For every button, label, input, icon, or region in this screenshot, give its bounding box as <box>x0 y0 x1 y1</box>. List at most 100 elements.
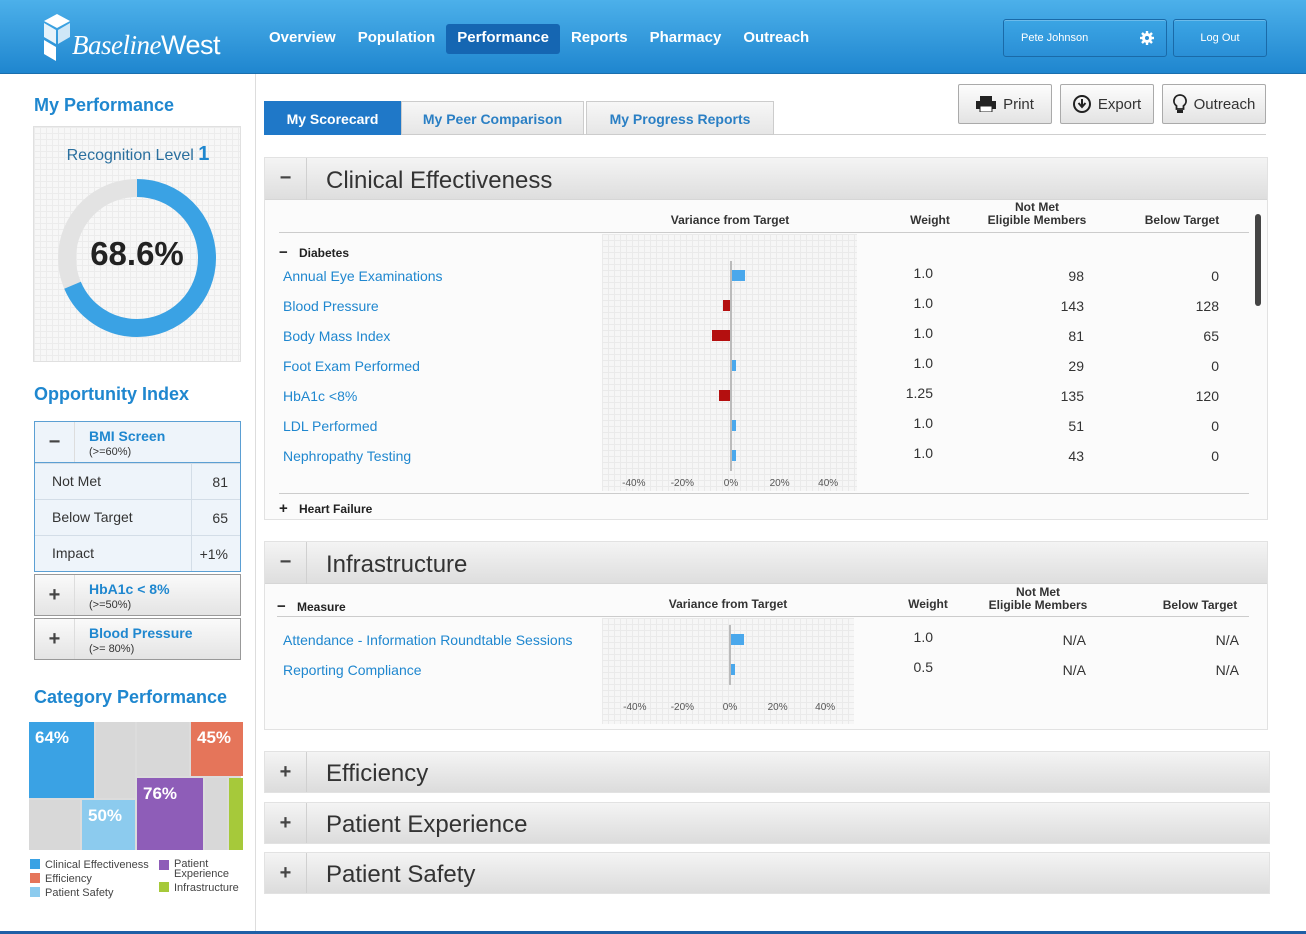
user-menu[interactable]: Pete Johnson <box>1003 19 1167 57</box>
section-patient-safety[interactable]: + Patient Safety <box>264 852 1270 894</box>
measure-link[interactable]: Attendance - Information Roundtable Sess… <box>283 632 573 648</box>
nav-reports[interactable]: Reports <box>570 29 628 46</box>
variance-bar[interactable] <box>712 330 730 341</box>
treemap-patient-safety[interactable]: 50% <box>82 800 135 850</box>
col-weight: Weight <box>908 597 948 611</box>
variance-bar[interactable] <box>731 420 736 431</box>
axis-tick-label: 0% <box>722 702 738 713</box>
below-target-value: 0 <box>1211 418 1219 434</box>
expand-icon[interactable]: + <box>265 752 307 792</box>
variance-bar[interactable] <box>718 390 730 401</box>
section-scrollbar[interactable] <box>1255 214 1261 306</box>
col-not-met: Not Met Eligible Members <box>988 585 1088 612</box>
nav-overview[interactable]: Overview <box>269 29 336 46</box>
table-row: HbA1c <8% 1.25 135 120 <box>265 381 1269 411</box>
section-header[interactable]: − Clinical Effectiveness <box>265 158 1267 200</box>
download-icon <box>1072 95 1091 113</box>
main-nav: Overview Population Performance Reports … <box>258 24 820 54</box>
variance-bar[interactable] <box>730 664 735 675</box>
expand-icon[interactable]: + <box>265 803 307 843</box>
tab-my-scorecard[interactable]: My Scorecard <box>264 101 401 135</box>
section-patient-experience[interactable]: + Patient Experience <box>264 802 1270 844</box>
collapse-icon[interactable]: − <box>35 422 75 462</box>
variance-bar[interactable] <box>731 450 736 461</box>
variance-bar[interactable] <box>731 270 745 281</box>
print-button[interactable]: Print <box>958 84 1052 124</box>
opportunity-list: − BMI Screen (>=60%) Not Met 81 Below Tar… <box>34 421 241 660</box>
measure-link[interactable]: LDL Performed <box>283 418 378 434</box>
group-measure[interactable]: − Measure <box>277 598 346 615</box>
logo[interactable]: BaselineWest <box>40 12 240 64</box>
not-met-value: 143 <box>1060 298 1084 314</box>
opportunity-blood-pressure[interactable]: + Blood Pressure (>= 80%) <box>34 618 241 660</box>
nav-outreach[interactable]: Outreach <box>743 29 810 46</box>
zero-axis-line <box>729 625 731 685</box>
table-row: Attendance - Information Roundtable Sess… <box>265 625 1269 655</box>
row-value: 65 <box>212 509 228 526</box>
nav-performance[interactable]: Performance <box>446 24 560 54</box>
treemap-clinical[interactable]: 64% <box>29 722 94 798</box>
opportunity-bmi-screen[interactable]: − BMI Screen (>=60%) <box>34 421 241 463</box>
treemap-infrastructure[interactable] <box>229 778 243 850</box>
measure-link[interactable]: Annual Eye Examinations <box>283 268 443 284</box>
table-row: Not Met 81 <box>35 463 240 499</box>
collapse-icon[interactable]: − <box>265 542 307 584</box>
export-button[interactable]: Export <box>1060 84 1154 124</box>
legend-swatch <box>30 859 40 869</box>
logout-button[interactable]: Log Out <box>1173 19 1267 57</box>
nav-pharmacy[interactable]: Pharmacy <box>649 29 722 46</box>
recognition-level-value: 1 <box>198 143 210 165</box>
expand-icon[interactable]: + <box>279 500 288 517</box>
measure-link[interactable]: Body Mass Index <box>283 328 391 344</box>
measure-link[interactable]: Reporting Compliance <box>283 662 422 678</box>
not-met-value: 43 <box>1068 448 1084 464</box>
variance-bar[interactable] <box>731 360 736 371</box>
tab-progress-reports[interactable]: My Progress Reports <box>586 101 774 135</box>
expand-icon[interactable]: + <box>265 853 307 893</box>
opportunity-hba1c[interactable]: + HbA1c < 8% (>=50%) <box>34 574 241 616</box>
axis-tick-label: -40% <box>623 702 647 713</box>
variance-chart-bg <box>602 618 854 724</box>
measure-link[interactable]: Blood Pressure <box>283 298 379 314</box>
nav-population[interactable]: Population <box>357 29 436 46</box>
not-met-value: 81 <box>1068 328 1084 344</box>
export-label: Export <box>1097 95 1142 113</box>
row-label: Below Target <box>35 500 192 535</box>
variance-bar[interactable] <box>723 300 730 311</box>
expand-icon[interactable]: + <box>35 619 75 659</box>
table-row: LDL Performed 1.0 51 0 <box>265 411 1269 441</box>
treemap-patient-experience[interactable]: 76% <box>137 778 203 850</box>
group-diabetes[interactable]: − Diabetes <box>279 244 350 261</box>
col-below-target: Below Target <box>1162 598 1238 612</box>
measure-link[interactable]: Nephropathy Testing <box>283 448 412 464</box>
outreach-label: Outreach <box>1193 95 1256 113</box>
main-content: My Scorecard My Peer Comparison My Progr… <box>256 74 1306 934</box>
collapse-icon[interactable]: − <box>277 598 286 615</box>
collapse-icon[interactable]: − <box>265 158 307 200</box>
row-label: Impact <box>35 536 192 571</box>
section-header[interactable]: − Infrastructure <box>265 542 1267 584</box>
treemap-efficiency[interactable]: 45% <box>191 722 243 776</box>
variance-bar[interactable] <box>730 634 744 645</box>
category-performance-title: Category Performance <box>34 687 228 707</box>
section-efficiency[interactable]: + Efficiency <box>264 751 1270 793</box>
tab-peer-comparison[interactable]: My Peer Comparison <box>401 101 584 135</box>
weight-value: 1.0 <box>913 265 933 281</box>
axis-tick-label: 20% <box>767 702 788 713</box>
measure-link[interactable]: HbA1c <8% <box>283 388 358 404</box>
collapse-icon[interactable]: − <box>279 244 288 261</box>
not-met-value: 51 <box>1068 418 1084 434</box>
weight-value: 1.0 <box>913 629 933 645</box>
expand-icon[interactable]: + <box>35 575 75 615</box>
measure-link[interactable]: Foot Exam Performed <box>283 358 420 374</box>
legend-swatch <box>30 887 40 897</box>
legend-swatch <box>159 882 169 892</box>
weight-value: 1.0 <box>913 445 933 461</box>
table-row: Blood Pressure 1.0 143 128 <box>265 291 1269 321</box>
group-heart-failure[interactable]: + Heart Failure <box>279 500 373 517</box>
below-target-value: N/A <box>1215 632 1239 648</box>
user-name: Pete Johnson <box>1021 32 1089 44</box>
gear-icon[interactable] <box>1139 30 1155 46</box>
outreach-button[interactable]: Outreach <box>1162 84 1266 124</box>
axis-tick-label: 40% <box>815 702 836 713</box>
